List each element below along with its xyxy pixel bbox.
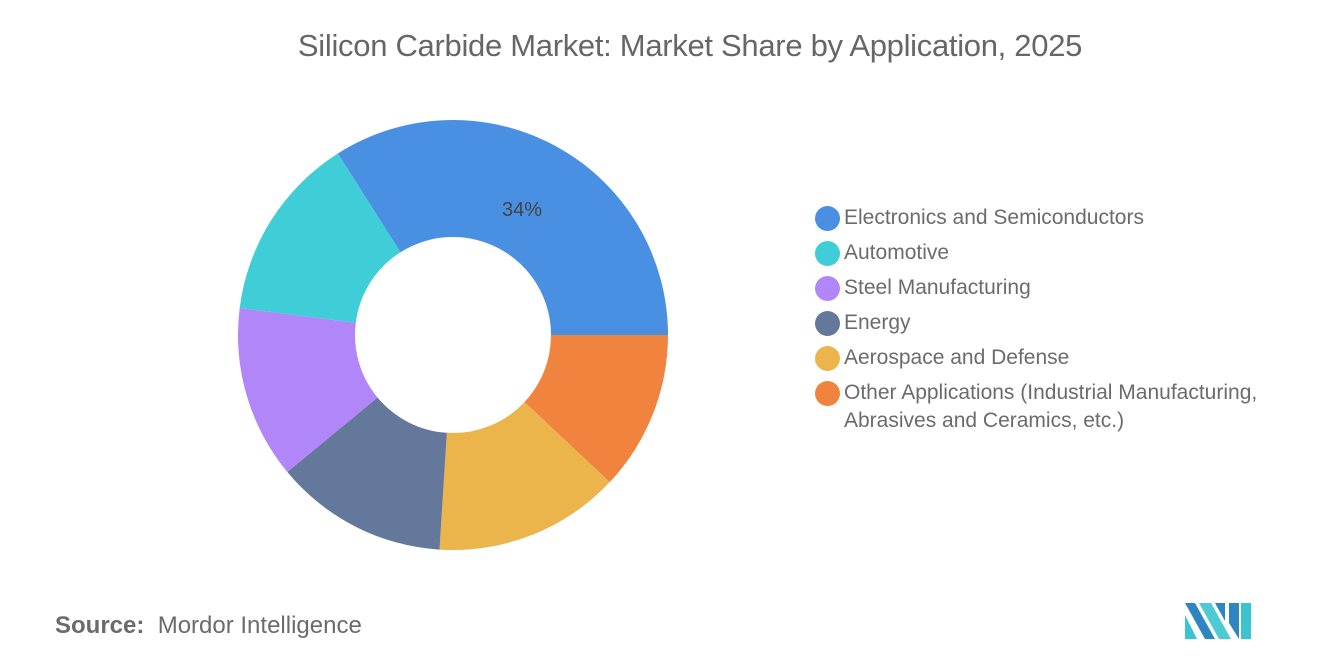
legend-label: Aerospace and Defense — [844, 346, 1070, 369]
legend-item-automotive: Automotive — [815, 239, 1265, 267]
legend-swatch-icon — [815, 311, 840, 336]
donut-slice — [337, 120, 668, 335]
legend-label: Electronics and Semiconductors — [844, 206, 1144, 229]
legend: Electronics and Semiconductors Automotiv… — [815, 204, 1265, 442]
donut-slices — [237, 120, 668, 550]
chart-title: Silicon Carbide Market: Market Share by … — [297, 28, 1083, 63]
legend-swatch-icon — [815, 241, 840, 266]
donut-slice — [287, 397, 447, 550]
mordor-logo-icon — [1185, 603, 1251, 639]
legend-label: Steel Manufacturing — [844, 276, 1031, 299]
source-value: Mordor Intelligence — [157, 612, 362, 639]
legend-item-electronics: Electronics and Semiconductors — [815, 204, 1265, 232]
donut-slice — [237, 308, 378, 473]
source-label: Source: — [55, 612, 145, 639]
donut-slice — [524, 335, 668, 483]
legend-item-other: Other Applications (Industrial Manufactu… — [815, 379, 1265, 435]
donut-slice — [439, 402, 610, 550]
legend-item-energy: Energy — [815, 309, 1265, 337]
legend-label: Energy — [844, 311, 911, 334]
legend-swatch-icon — [815, 381, 840, 406]
legend-item-steel: Steel Manufacturing — [815, 274, 1265, 302]
legend-label: Automotive — [844, 241, 950, 264]
legend-swatch-icon — [815, 206, 840, 231]
data-label-electronics: 34% — [502, 199, 542, 221]
legend-swatch-icon — [815, 276, 840, 301]
source-note: Source: Mordor Intelligence — [55, 612, 362, 640]
legend-item-aerospace: Aerospace and Defense — [815, 344, 1265, 372]
donut-slice — [239, 153, 401, 323]
legend-swatch-icon — [815, 346, 840, 371]
legend-label: Other Applications (Industrial Manufactu… — [844, 381, 1258, 432]
